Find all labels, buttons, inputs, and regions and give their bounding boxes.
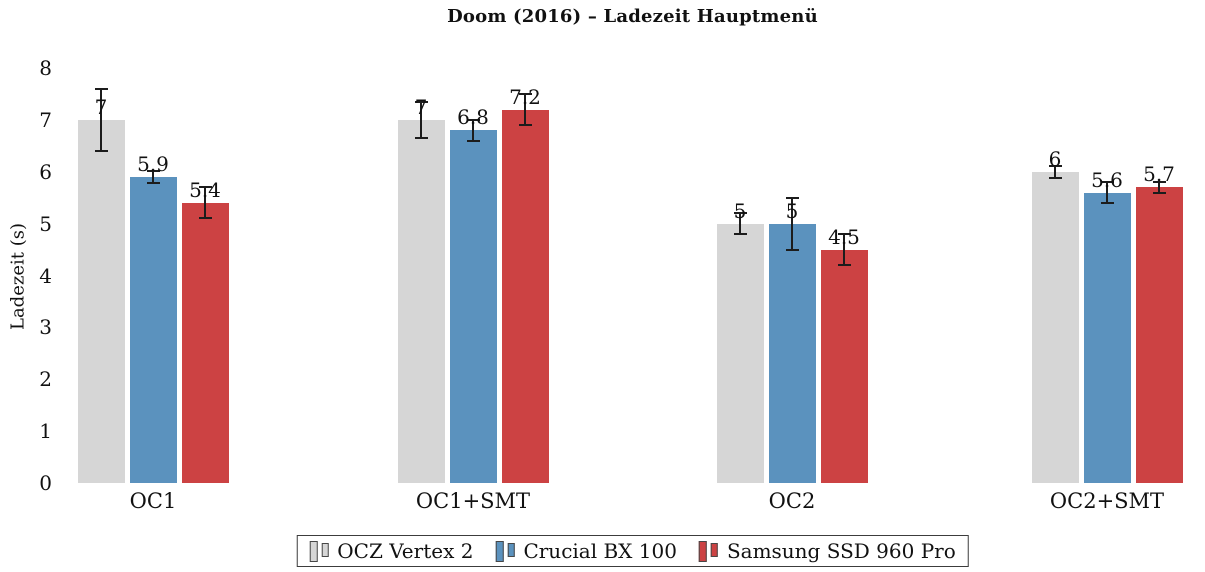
x-tick-label-oc2: OC2	[768, 489, 816, 513]
error-bar	[204, 187, 206, 219]
error-bar	[152, 170, 154, 184]
bar-OC1-ocz-vertex-2	[77, 119, 125, 483]
value-label: 7.2	[509, 84, 541, 109]
legend-label: Crucial BX 100	[523, 539, 677, 563]
y-tick-label: 1	[39, 419, 52, 444]
bar-OC2+SMT-samsung-ssd-960-pro	[1135, 187, 1183, 483]
value-label: 7	[414, 94, 428, 119]
y-tick-label: 0	[39, 471, 52, 495]
value-label: 5.6	[1091, 167, 1123, 192]
value-label: 5.4	[189, 177, 221, 202]
error-bar-cap	[146, 182, 160, 185]
error-bar-cap	[837, 233, 851, 235]
y-tick-label: 5	[39, 211, 52, 236]
error-bar-cap	[466, 139, 480, 142]
error-bar-cap	[733, 212, 747, 215]
error-bar-cap	[94, 87, 108, 90]
bar-OC2-ocz-vertex-2	[716, 223, 764, 483]
value-label: 5	[785, 198, 799, 223]
bar-OC1+SMT-crucial-bx-100	[449, 130, 497, 483]
error-bar-cap	[1100, 181, 1114, 184]
bar-OC2-samsung-ssd-960-pro	[820, 249, 868, 483]
error-bar-cap	[1048, 176, 1062, 179]
legend-item-samsung-ssd-960-pro: Samsung SSD 960 Pro	[698, 539, 956, 563]
error-bar-cap	[785, 248, 799, 251]
y-tick-label: 4	[39, 263, 52, 288]
error-bar-cap	[518, 124, 532, 127]
legend-item-crucial-bx-100: Crucial BX 100	[495, 539, 677, 563]
error-bar-cap	[198, 217, 212, 220]
x-tick-label-oc2+smt: OC2+SMT	[1049, 489, 1165, 513]
x-tick-label-oc1+smt: OC1+SMT	[415, 489, 531, 513]
error-bar-cap	[1100, 201, 1114, 204]
value-label: 5.9	[137, 151, 169, 176]
y-tick-label: 3	[39, 315, 52, 340]
bar-OC1+SMT-samsung-ssd-960-pro	[501, 109, 549, 483]
value-label: 5.7	[1143, 162, 1175, 187]
error-bar	[1158, 182, 1160, 193]
x-tick-label-oc1: OC1	[129, 489, 177, 513]
error-bar	[1106, 182, 1108, 203]
error-bar	[843, 234, 845, 266]
legend-item-ocz-vertex-2: OCZ Vertex 2	[309, 539, 473, 563]
bar-OC1-samsung-ssd-960-pro	[181, 202, 229, 483]
error-bar-cap	[518, 92, 532, 95]
bar-OC2+SMT-crucial-bx-100	[1083, 192, 1131, 483]
legend: OCZ Vertex 2 Crucial BX 100 Samsung SSD 96…	[296, 535, 969, 567]
legend-label: OCZ Vertex 2	[337, 539, 474, 563]
error-bar	[472, 119, 474, 141]
error-bar	[524, 93, 526, 126]
error-bar-cap	[414, 100, 428, 103]
bar-OC1-crucial-bx-100	[129, 176, 177, 483]
error-bar-cap	[785, 196, 799, 199]
y-tick-label: 6	[39, 159, 52, 184]
legend-bar-marker-icon	[495, 540, 515, 562]
value-label: 7	[94, 94, 108, 119]
error-bar-cap	[733, 233, 747, 235]
error-bar-cap	[198, 186, 212, 189]
error-bar-cap	[146, 169, 160, 172]
value-label: 6.8	[457, 105, 489, 130]
error-bar	[739, 213, 741, 234]
y-tick-label: 8	[39, 56, 52, 80]
error-bar-cap	[837, 264, 851, 267]
bar-OC2-crucial-bx-100	[768, 223, 816, 483]
error-bar	[420, 101, 422, 139]
plot-area: 7 5.9 5.4 7 6.8 7.2 5 5 4.5 6 5.6 5.7	[0, 68, 1205, 483]
legend-bar-marker-icon	[309, 540, 329, 562]
error-bar-cap	[1152, 191, 1166, 194]
value-label: 6	[1048, 146, 1062, 171]
error-bar-cap	[414, 137, 428, 140]
error-bar	[791, 197, 793, 250]
error-bar	[100, 88, 102, 151]
error-bar	[1054, 165, 1056, 178]
y-tick-label: 2	[39, 367, 52, 392]
error-bar-cap	[94, 150, 108, 152]
value-label: 5	[733, 198, 747, 223]
bar-OC2+SMT-ocz-vertex-2	[1031, 171, 1079, 483]
error-bar-cap	[1048, 164, 1062, 167]
error-bar-cap	[466, 118, 480, 121]
y-tick-label: 7	[39, 107, 52, 132]
bar-OC1+SMT-ocz-vertex-2	[397, 119, 445, 483]
legend-bar-marker-icon	[698, 540, 718, 562]
legend-label: Samsung SSD 960 Pro	[726, 539, 956, 563]
error-bar-cap	[1152, 181, 1166, 184]
chart-title: Doom (2016) – Ladezeit Hauptmenü	[447, 6, 818, 27]
value-label: 4.5	[828, 224, 860, 249]
